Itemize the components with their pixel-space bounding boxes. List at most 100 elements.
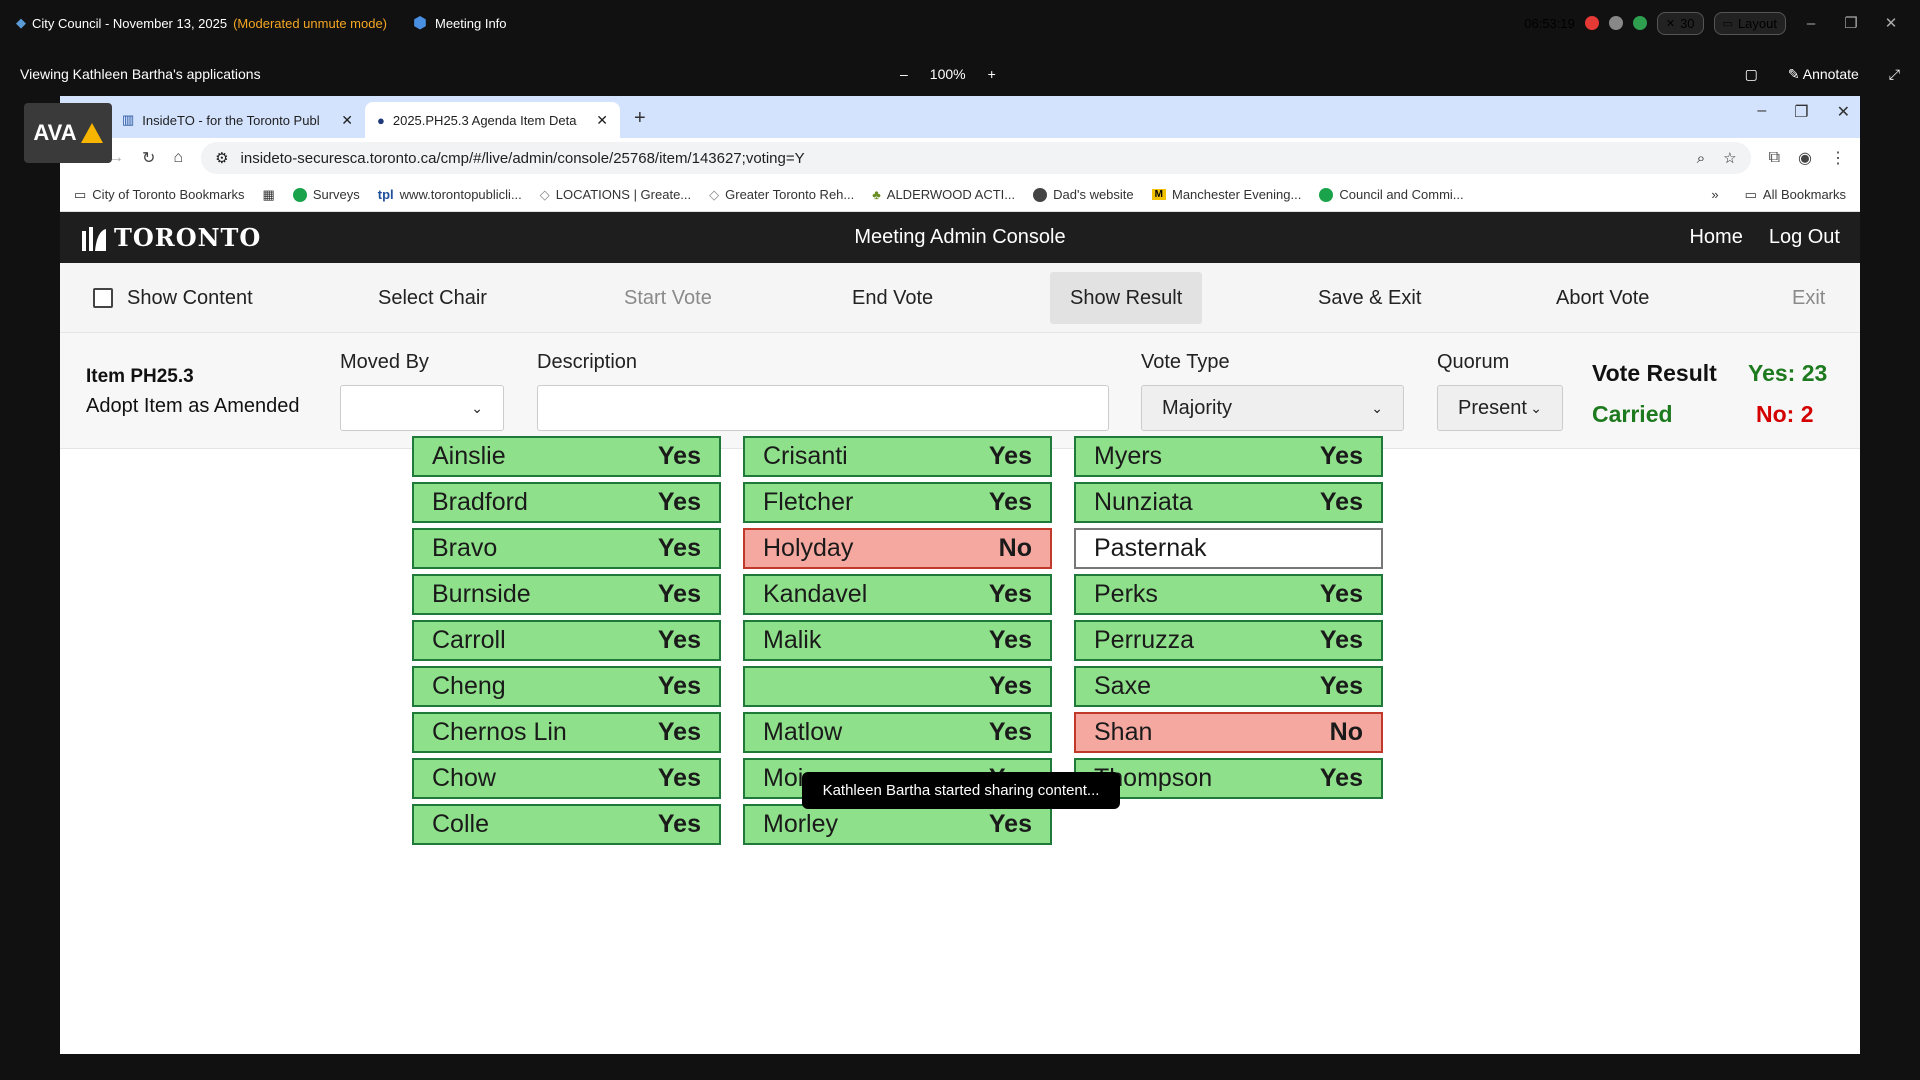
moved-by-select[interactable]: ⌄ — [340, 385, 504, 431]
restore-icon[interactable]: ❐ — [1794, 104, 1809, 121]
tab-close-icon[interactable]: ✕ — [596, 111, 608, 128]
reload-icon[interactable]: ↻ — [142, 150, 156, 167]
member-vote: Yes — [657, 810, 701, 838]
new-tab-icon[interactable]: + — [634, 107, 646, 129]
member-vote: Yes — [988, 626, 1032, 654]
abort-vote-button[interactable]: Abort Vote — [1556, 286, 1650, 309]
member-vote-row[interactable]: Matlow Yes — [743, 712, 1052, 753]
member-vote-row[interactable]: Perruzza Yes — [1074, 620, 1383, 661]
quorum-select[interactable]: Present ⌄ — [1437, 385, 1563, 431]
profile-icon[interactable]: ◉ — [1798, 150, 1812, 167]
minimize-icon[interactable]: – — [1806, 14, 1816, 32]
close-icon[interactable]: ✕ — [1836, 104, 1850, 121]
home-link[interactable]: Home — [1689, 226, 1743, 248]
member-vote-row[interactable]: Bradford Yes — [412, 482, 721, 523]
bookmark-item[interactable]: tpl www.torontopublicli... — [378, 187, 522, 202]
member-vote-row[interactable]: Pasternak — [1074, 528, 1383, 569]
menu-icon[interactable]: ⋮ — [1830, 150, 1846, 167]
browser-toolbar: ← → ↻ ⌂ ⚙ insideto-securesca.toronto.ca/… — [60, 138, 1860, 178]
bookmark-item[interactable]: ◇ Greater Toronto Reh... — [709, 187, 854, 203]
end-vote-button[interactable]: End Vote — [852, 286, 934, 309]
show-content-toggle[interactable]: Show Content — [93, 263, 253, 333]
show-result-button[interactable]: Show Result — [1050, 272, 1203, 324]
bookmark-item[interactable]: Council and Commi... — [1319, 187, 1464, 202]
bookmark-item[interactable]: ♣ ALDERWOOD ACTI... — [872, 187, 1015, 202]
save-exit-button[interactable]: Save & Exit — [1318, 286, 1422, 309]
participants-button[interactable]: ✕ 30 — [1656, 11, 1704, 35]
more-bookmarks-icon[interactable]: » — [1711, 187, 1719, 202]
all-bookmarks[interactable]: ▭ All Bookmarks — [1745, 187, 1846, 203]
annotate-button[interactable]: ✎ Annotate — [1788, 66, 1859, 83]
minimize-icon[interactable]: – — [1757, 102, 1767, 119]
screen-icon[interactable]: ▢ — [1744, 65, 1758, 82]
pen-icon: ✎ — [1787, 65, 1800, 82]
layout-button[interactable]: ▭ Layout — [1713, 11, 1786, 35]
member-name: Burnside — [432, 580, 531, 608]
member-vote-row[interactable]: Kandavel Yes — [743, 574, 1052, 615]
vote-type-select[interactable]: Majority ⌄ — [1141, 385, 1404, 431]
member-vote-row[interactable]: Shan No — [1074, 712, 1383, 753]
member-vote: Yes — [1319, 626, 1363, 654]
member-vote-row[interactable]: Myers Yes — [1074, 436, 1383, 477]
show-content-checkbox[interactable] — [93, 288, 113, 308]
member-vote-row[interactable]: Thompson Yes — [1074, 758, 1383, 799]
member-vote-row[interactable]: Cheng Yes — [412, 666, 721, 707]
apps-icon[interactable]: ▦ — [262, 186, 275, 202]
member-vote-row[interactable]: Nunziata Yes — [1074, 482, 1383, 523]
member-vote-row[interactable]: Crisanti Yes — [743, 436, 1052, 477]
home-icon[interactable]: ⌂ — [173, 149, 184, 166]
bookmark-item[interactable]: Dad's website — [1033, 187, 1134, 202]
start-vote-button[interactable]: Start Vote — [624, 286, 712, 309]
member-vote-row[interactable]: Colle Yes — [412, 804, 721, 845]
meeting-info-button[interactable]: ⬢ Meeting Info — [413, 13, 507, 33]
member-vote-row[interactable]: Fletcher Yes — [743, 482, 1052, 523]
news-icon: M — [1151, 189, 1166, 200]
bookmark-item[interactable]: Surveys — [292, 187, 360, 202]
member-vote-row[interactable]: Ainslie Yes — [412, 436, 721, 477]
tab-insideto[interactable]: ▥ InsideTO - for the Toronto Publ ✕ — [110, 102, 365, 138]
member-vote-row[interactable]: Perks Yes — [1074, 574, 1383, 615]
bookmark-folder[interactable]: ▭ City of Toronto Bookmarks — [74, 187, 245, 203]
quorum-value: Present — [1458, 396, 1527, 419]
vote-actions-bar: Show Content Select Chair Start Vote End… — [60, 263, 1860, 333]
bookmark-item[interactable]: M Manchester Evening... — [1151, 187, 1301, 202]
member-vote: No — [998, 534, 1032, 562]
member-vote-row[interactable]: Malik Yes — [743, 620, 1052, 661]
member-vote-row[interactable]: Carroll Yes — [412, 620, 721, 661]
bookmark-label: City of Toronto Bookmarks — [92, 187, 245, 202]
member-vote-row[interactable]: Saxe Yes — [1074, 666, 1383, 707]
description-input[interactable] — [537, 385, 1109, 431]
member-vote-row[interactable]: Bravo Yes — [412, 528, 721, 569]
tab-agenda-item[interactable]: ● 2025.PH25.3 Agenda Item Deta ✕ — [365, 102, 620, 138]
restore-icon[interactable]: ❐ — [1844, 15, 1858, 32]
member-vote-row[interactable]: Yes — [743, 666, 1052, 707]
member-name: Saxe — [1094, 672, 1151, 700]
exit-button[interactable]: Exit — [1792, 286, 1826, 309]
bookmark-item[interactable]: ◇ LOCATIONS | Greate... — [540, 187, 691, 203]
ava-badge[interactable]: AVA — [24, 103, 112, 163]
member-vote-row[interactable]: Morley Yes — [743, 804, 1052, 845]
member-name: Bradford — [432, 488, 528, 516]
member-name: Shan — [1094, 718, 1153, 746]
city-hall-icon — [82, 226, 106, 251]
select-chair-button[interactable]: Select Chair — [378, 286, 487, 309]
forward-icon[interactable]: → — [108, 149, 124, 166]
member-vote-row[interactable]: Chernos Lin Yes — [412, 712, 721, 753]
zoom-icon[interactable]: ⌕ — [1696, 149, 1706, 167]
extensions-icon[interactable]: ⧉ — [1768, 149, 1781, 166]
zoom-controls: – 100% + — [900, 66, 996, 82]
close-icon[interactable]: ✕ — [1884, 15, 1898, 32]
member-vote-row[interactable]: Chow Yes — [412, 758, 721, 799]
logout-link[interactable]: Log Out — [1768, 226, 1840, 248]
address-bar[interactable]: ⚙ insideto-securesca.toronto.ca/cmp/#/li… — [201, 142, 1751, 174]
member-vote-row[interactable]: Burnside Yes — [412, 574, 721, 615]
site-info-icon[interactable]: ⚙ — [215, 150, 229, 167]
fullscreen-icon[interactable]: ⤢ — [1888, 65, 1900, 82]
star-icon[interactable]: ☆ — [1723, 150, 1737, 167]
zoom-out-icon[interactable]: – — [900, 66, 908, 82]
tab-close-icon[interactable]: ✕ — [341, 111, 353, 128]
meeting-title-text: City Council - November 13, 2025 — [32, 15, 228, 31]
bookmark-favicon-icon: ◇ — [709, 186, 720, 202]
member-vote-row[interactable]: Holyday No — [743, 528, 1052, 569]
zoom-in-icon[interactable]: + — [987, 66, 996, 82]
